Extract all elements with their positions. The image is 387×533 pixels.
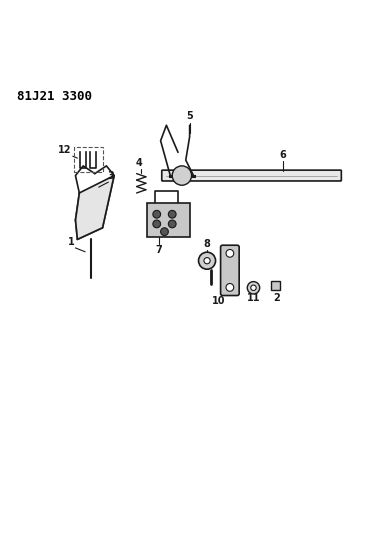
Text: 9: 9 [207,259,214,269]
Bar [271,281,280,290]
Circle shape [251,285,256,290]
Bar [74,147,103,172]
Circle shape [199,252,216,269]
Text: 11: 11 [247,293,260,303]
FancyBboxPatch shape [162,170,341,181]
Text: 2: 2 [273,293,280,303]
Text: 6: 6 [279,150,286,160]
Circle shape [168,211,176,218]
Text: 3: 3 [107,172,114,181]
Text: 12: 12 [58,146,72,156]
Bar [147,203,190,238]
Circle shape [168,220,176,228]
Circle shape [226,249,234,257]
Circle shape [172,166,192,185]
Text: 10: 10 [212,295,225,305]
Circle shape [247,281,260,294]
Circle shape [226,284,234,291]
Text: 7: 7 [155,245,162,255]
Text: 81J21 3300: 81J21 3300 [17,91,92,103]
Text: 5: 5 [186,111,193,122]
Circle shape [153,220,161,228]
Circle shape [204,257,210,264]
FancyBboxPatch shape [221,245,239,295]
Circle shape [153,211,161,218]
Text: 1: 1 [68,237,75,247]
Text: 4: 4 [136,158,143,168]
Text: 8: 8 [204,239,211,249]
Polygon shape [75,175,114,239]
Circle shape [161,228,168,236]
